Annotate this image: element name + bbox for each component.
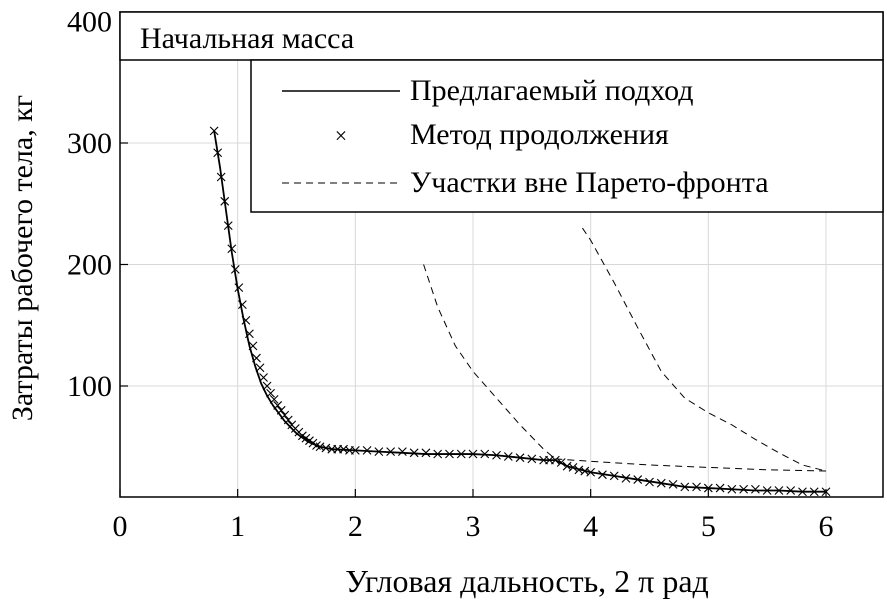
x-tick-label: 6 <box>819 510 834 543</box>
series-continuation-marker <box>703 483 713 493</box>
legend: Предлагаемый подход × Метод продолжения … <box>250 59 884 213</box>
series-continuation-marker <box>273 401 283 410</box>
series-continuation-marker <box>550 455 560 465</box>
series-continuation-marker <box>280 410 290 420</box>
legend-swatch-x-marker: × <box>335 123 347 148</box>
series-continuation-marker <box>237 300 247 309</box>
series-continuation-marker <box>656 478 666 488</box>
y-tick-label: 100 <box>67 370 112 403</box>
axis-ticks: 0 1 2 3 4 5 6 100 200 300 400 <box>67 6 834 544</box>
series-continuation-marker <box>362 446 372 455</box>
y-tick-label: 200 <box>67 249 112 282</box>
series-continuation-marker <box>209 126 219 136</box>
legend-label-0: Предлагаемый подход <box>410 74 693 107</box>
series-continuation-marker <box>283 415 293 425</box>
series-continuation-marker <box>621 473 631 483</box>
series-continuation-marker <box>751 484 760 494</box>
series-continuation-marker <box>241 316 251 325</box>
series-continuation-marker <box>798 487 807 497</box>
series-continuation-marker <box>568 463 578 472</box>
series-continuation-marker <box>386 447 396 456</box>
series-continuation-marker <box>269 394 279 404</box>
series-continuation-marker <box>586 467 596 477</box>
series-continuation-marker <box>248 341 258 351</box>
series-continuation-marker <box>774 486 784 495</box>
series-continuation-marker <box>374 447 384 456</box>
series-continuation-marker <box>821 487 831 497</box>
series-continuation-marker <box>398 447 407 456</box>
series-continuation-marker <box>668 480 678 489</box>
series-continuation-marker <box>692 482 701 492</box>
legend-box <box>250 59 884 213</box>
series-continuation-marker <box>276 405 286 415</box>
series-continuation-marker <box>680 482 690 492</box>
series-continuation-marker <box>230 264 240 274</box>
series-continuation-marker <box>216 172 226 182</box>
series-continuation-marker <box>350 446 360 455</box>
series-continuation-marker <box>445 449 454 459</box>
chart-title: Начальная масса <box>140 22 354 55</box>
legend-label-1: Метод продолжения <box>410 118 669 151</box>
series-continuation-marker <box>598 470 607 480</box>
y-tick-label: 400 <box>67 6 112 39</box>
series-continuation-marker <box>433 449 443 459</box>
series-continuation-marker <box>515 453 525 463</box>
series-continuation-marker <box>492 450 501 460</box>
series-continuation-marker <box>421 448 431 458</box>
series-continuation-marker <box>234 283 244 292</box>
x-tick-label: 3 <box>466 510 481 543</box>
legend-label-2: Участки вне Парето-фронта <box>410 166 769 199</box>
series-continuation-marker <box>252 353 261 363</box>
series-continuation-marker <box>786 486 796 495</box>
series-group <box>209 126 831 497</box>
series-continuation-marker <box>503 452 513 461</box>
series-continuation-marker <box>220 196 230 206</box>
series-continuation-marker <box>227 244 237 254</box>
series-continuation-marker <box>739 484 749 494</box>
series-continuation-marker <box>556 458 566 467</box>
series-continuation-marker <box>213 148 223 158</box>
series-continuation-marker <box>245 329 254 339</box>
x-axis-label: Угловая дальность, 2 π рад <box>345 563 709 599</box>
series-continuation-marker <box>262 381 272 391</box>
series-continuation-marker <box>409 448 419 458</box>
series-continuation-marker <box>259 373 268 382</box>
series-continuation-marker <box>645 477 654 487</box>
x-tick-label: 4 <box>583 510 598 543</box>
series-continuation-marker <box>715 483 725 493</box>
series-continuation-marker <box>527 454 537 464</box>
series-continuation-marker <box>255 363 265 373</box>
series-continuation-marker <box>456 449 466 459</box>
x-tick-label: 1 <box>230 510 245 543</box>
x-tick-label: 2 <box>348 510 363 543</box>
x-tick-label: 5 <box>701 510 716 543</box>
y-tick-label: 300 <box>67 127 112 160</box>
series-continuation-marker <box>609 471 619 481</box>
series-continuation-marker <box>633 475 643 484</box>
series-continuation-marker <box>727 484 737 494</box>
series-continuation-marker <box>480 449 490 459</box>
y-axis-label: Затраты рабочего тела, кг <box>6 95 39 421</box>
series-continuation-marker <box>223 221 233 231</box>
x-tick-label: 0 <box>113 510 128 543</box>
series-continuation-marker <box>762 486 772 495</box>
series-pareto-outside-line-0 <box>423 264 556 460</box>
series-continuation-marker <box>809 487 819 497</box>
series-continuation-marker <box>266 388 276 398</box>
series-pareto-outside-line-2 <box>555 458 827 472</box>
series-pareto-outside-line-1 <box>582 227 827 472</box>
series-continuation-marker <box>468 449 478 459</box>
